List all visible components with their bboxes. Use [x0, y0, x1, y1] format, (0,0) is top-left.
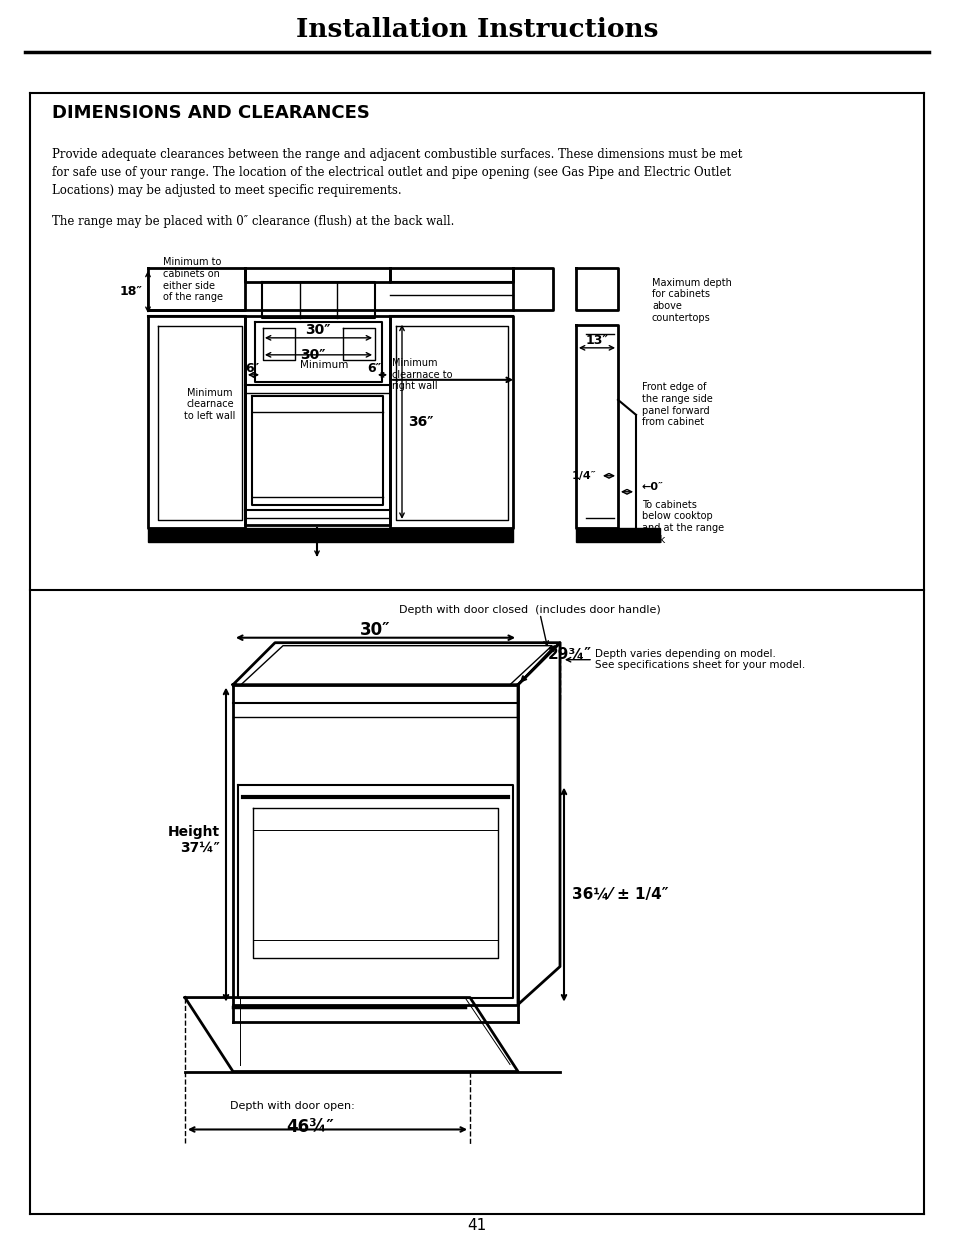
- Text: DIMENSIONS AND CLEARANCES: DIMENSIONS AND CLEARANCES: [52, 104, 370, 122]
- Text: Minimum
clearnace
to left wall: Minimum clearnace to left wall: [184, 388, 235, 421]
- Text: Depth with door closed  (includes door handle): Depth with door closed (includes door ha…: [398, 605, 660, 615]
- Text: Minimum: Minimum: [299, 359, 348, 369]
- Text: 18″: 18″: [120, 285, 143, 299]
- Text: ←0″: ←0″: [641, 482, 663, 492]
- Text: Depth varies depending on model.
See specifications sheet for your model.: Depth varies depending on model. See spe…: [595, 648, 804, 671]
- Text: 29¾″: 29¾″: [547, 646, 592, 661]
- Text: To cabinets
below cooktop
and at the range
back: To cabinets below cooktop and at the ran…: [641, 500, 723, 545]
- Text: 30″: 30″: [305, 322, 331, 337]
- Text: 36″: 36″: [408, 415, 433, 429]
- Text: 36¼⁄ ± 1/4″: 36¼⁄ ± 1/4″: [572, 887, 668, 902]
- Text: The range may be placed with 0″ clearance (flush) at the back wall.: The range may be placed with 0″ clearanc…: [52, 215, 454, 228]
- Text: Maximum depth
for cabinets
above
countertops: Maximum depth for cabinets above counter…: [651, 278, 731, 322]
- Text: 1/4″: 1/4″: [571, 471, 596, 480]
- Polygon shape: [576, 527, 659, 542]
- Text: 6″: 6″: [245, 362, 259, 375]
- Text: 30″: 30″: [359, 621, 390, 638]
- Text: Front edge of
the range side
panel forward
from cabinet: Front edge of the range side panel forwa…: [641, 383, 712, 427]
- Text: 13″: 13″: [585, 335, 608, 347]
- Text: Height
37¼″: Height 37¼″: [168, 825, 220, 855]
- Text: Installation Instructions: Installation Instructions: [295, 17, 658, 42]
- Text: 41: 41: [467, 1218, 486, 1233]
- Text: Provide adequate clearances between the range and adjacent combustible surfaces.: Provide adequate clearances between the …: [52, 148, 741, 196]
- Text: Depth with door open:: Depth with door open:: [230, 1102, 355, 1112]
- Text: 6″: 6″: [367, 362, 381, 375]
- Text: 46¾″: 46¾″: [286, 1119, 334, 1136]
- Polygon shape: [148, 527, 513, 542]
- Text: Minimum
clearnace to
right wall: Minimum clearnace to right wall: [392, 358, 452, 391]
- Text: Minimum to
cabinets on
either side
of the range: Minimum to cabinets on either side of th…: [163, 257, 223, 303]
- Text: 30″: 30″: [299, 348, 325, 362]
